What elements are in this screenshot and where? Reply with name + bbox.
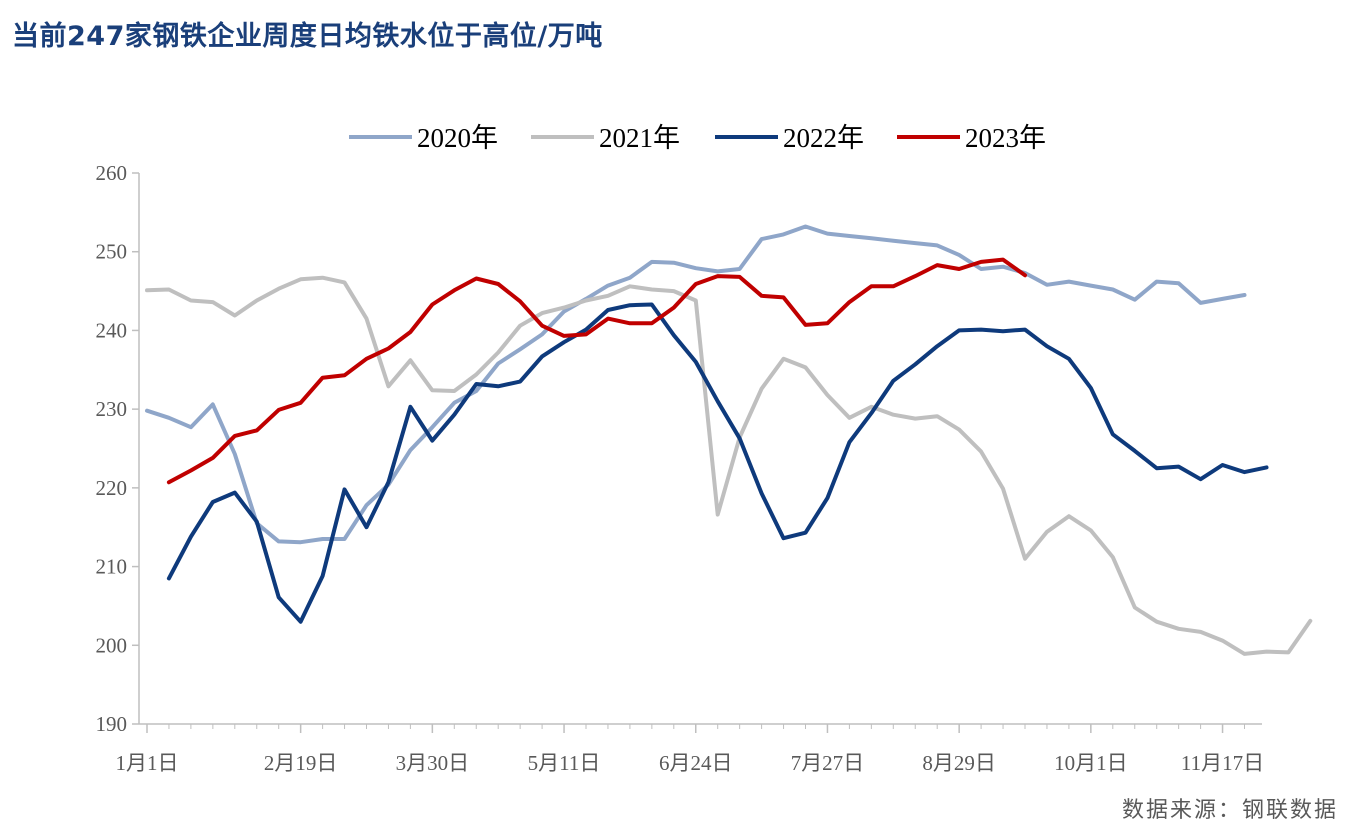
- y-tick-label: 220: [96, 476, 128, 500]
- data-source: 数据来源：钢联数据: [1121, 798, 1338, 823]
- y-axis: 190 200 210 220 230 240 250 260: [96, 161, 140, 736]
- x-tick-label: 3月30日: [396, 751, 470, 775]
- x-tick-label: 1月1日: [116, 751, 179, 775]
- legend-label-2021: 2021年: [599, 123, 680, 153]
- legend: 2020年 2021年 2022年 2023年: [349, 123, 1046, 153]
- x-axis: 1月1日 2月19日 3月30日 5月11日 6月24日 7月27日 8月29日 10月1日 1…: [116, 723, 1264, 775]
- x-tick-label: 11月17日: [1181, 751, 1264, 775]
- series-line-2022: [166, 302, 1269, 624]
- y-tick-label: 190: [96, 712, 128, 736]
- x-tick-label: 8月29日: [922, 751, 996, 775]
- x-tick-label: 10月1日: [1054, 751, 1128, 775]
- y-tick-label: 230: [96, 397, 128, 421]
- y-tick-label: 200: [96, 633, 128, 657]
- x-tick-label: 5月11日: [528, 751, 601, 775]
- legend-label-2022: 2022年: [783, 123, 864, 153]
- x-tick-label: 2月19日: [264, 751, 338, 775]
- y-tick-label: 210: [96, 555, 128, 579]
- legend-label-2023: 2023年: [965, 123, 1046, 153]
- y-tick-label: 250: [96, 240, 128, 264]
- series-lines: [145, 224, 1313, 656]
- x-tick-label: 6月24日: [659, 751, 733, 775]
- series-line-2021: [145, 275, 1313, 656]
- chart-title: 当前247家钢铁企业周度日均铁水位于高位/万吨: [12, 21, 603, 52]
- series-line-2023: [166, 257, 1027, 485]
- y-tick-label: 260: [96, 161, 128, 185]
- x-tick-label: 7月27日: [791, 751, 865, 775]
- y-tick-label: 240: [96, 318, 128, 342]
- legend-label-2020: 2020年: [417, 123, 498, 153]
- series-line-2020: [145, 224, 1247, 545]
